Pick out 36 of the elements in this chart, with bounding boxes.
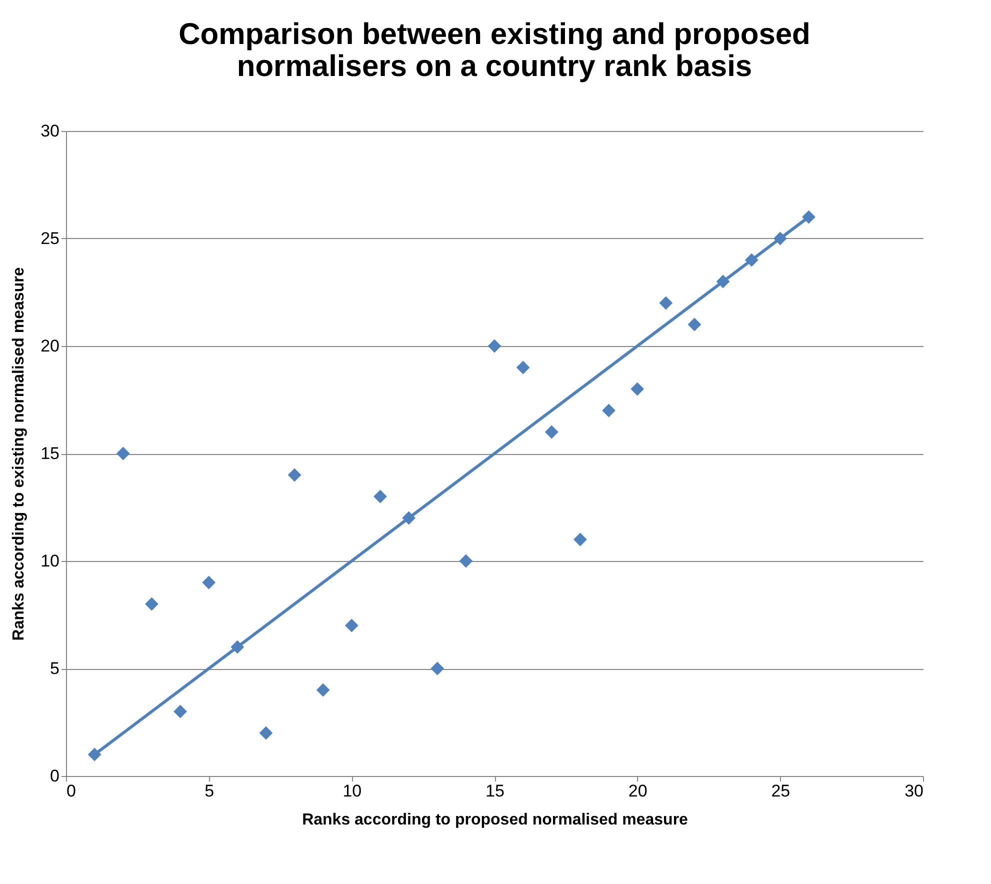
x-tick-label: 30 <box>904 782 924 800</box>
x-tick-label: 5 <box>204 782 214 800</box>
y-tick-label: 25 <box>40 229 60 248</box>
point <box>374 490 387 504</box>
chart-title: Comparison between existing and proposed normalisers on a country rank basis <box>178 18 810 83</box>
point <box>202 576 216 590</box>
point <box>144 597 158 611</box>
x-axis-title: Ranks according to proposed normalised measure <box>302 812 688 828</box>
point <box>344 618 358 632</box>
point <box>116 446 130 460</box>
x-tick-label: 0 <box>66 782 76 800</box>
x-tick-label: 20 <box>628 782 648 800</box>
point <box>459 554 473 568</box>
x-tick-label: 25 <box>771 782 790 800</box>
point <box>430 662 444 676</box>
point <box>516 360 530 374</box>
y-tick-label: 30 <box>40 122 60 140</box>
point <box>316 683 330 697</box>
y-tick-label: 5 <box>50 659 60 678</box>
point <box>488 339 502 353</box>
x-tick-label: 10 <box>342 782 362 800</box>
point <box>688 318 702 332</box>
point <box>659 296 673 310</box>
y-axis-title: Ranks according to existing normalised measure <box>10 267 28 641</box>
y-tick-label: 10 <box>40 552 60 570</box>
x-tick-label: 15 <box>486 782 504 800</box>
y-tick-label: 15 <box>40 444 60 463</box>
point <box>544 425 558 439</box>
point <box>573 532 587 546</box>
point <box>174 704 187 718</box>
point <box>630 382 644 396</box>
y-tick-label: 0 <box>50 766 60 786</box>
point <box>259 726 273 740</box>
point <box>602 404 616 418</box>
y-tick-label: 20 <box>40 336 60 356</box>
point <box>288 468 302 482</box>
